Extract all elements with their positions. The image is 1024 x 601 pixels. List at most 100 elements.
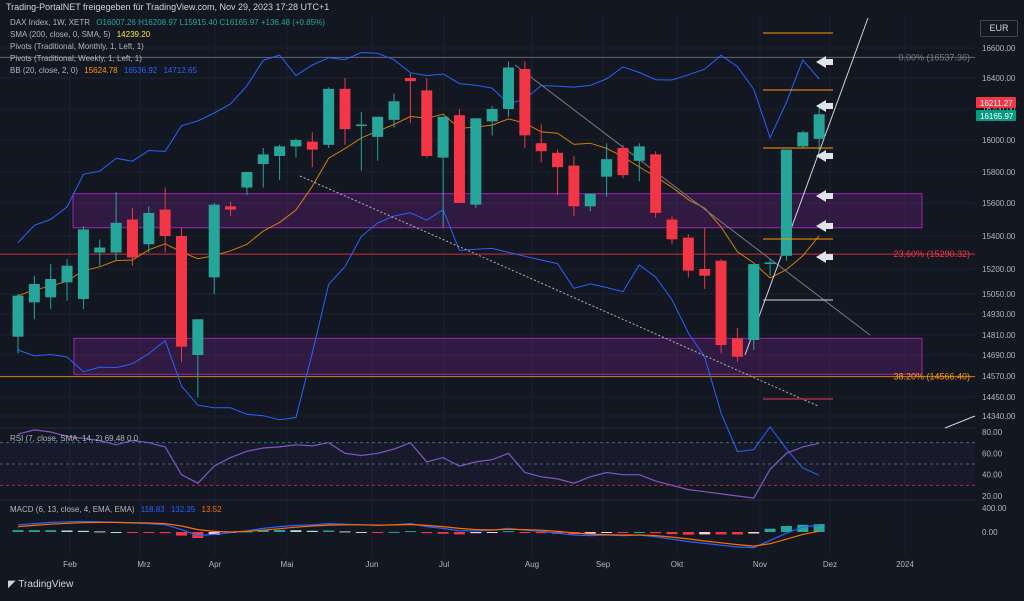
arrow-left-icon [816,190,833,202]
candle-body [94,247,106,253]
candle-body [126,219,138,258]
time-axis-label: Apr [209,560,222,569]
rsi-tick-label: 60.00 [982,449,1003,458]
time-axis-label: 2024 [896,560,914,569]
macd-histogram-bar [486,532,498,533]
candle-body [110,222,122,253]
rsi-tick-label: 80.00 [982,428,1003,437]
legend-macd-value: 118.83 [140,505,165,514]
candle-body [388,101,400,120]
price-tick-label: 14690.00 [982,351,1016,360]
candle-body [601,159,613,177]
macd-histogram-bar [453,532,465,535]
candle-body [453,115,465,203]
candle-body [584,193,596,207]
macd-histogram-bar [519,532,531,533]
candle-body [503,67,514,109]
candle-body [355,124,367,127]
macd-tick-label: 400.00 [982,504,1007,513]
tradingview-logo[interactable]: ◤ TradingView [8,579,73,590]
legend-pivot-weekly[interactable]: Pivots (Traditional, Weekly, 1, Left, 1) [10,54,142,63]
arrow-left-icon [816,251,833,263]
macd-histogram-bar [176,532,187,536]
tradingview-logo-icon: ◤ [8,579,16,590]
candle-body [535,143,547,152]
price-tick-label: 15200.00 [982,265,1016,274]
candle-body [306,141,318,150]
macd-histogram-bar [372,532,384,533]
price-tick-label: 14450.00 [982,393,1016,402]
macd-histogram-bar [584,532,596,534]
legend-pivot-monthly[interactable]: Pivots (Traditional, Monthly, 1, Left, 1… [10,42,144,51]
rsi-pane: 80.00 60.00 40.00 20.00 [0,428,1003,501]
candle-body [748,264,760,340]
candle-body [176,236,187,347]
candle-body [437,116,449,158]
zone-rect [72,193,923,229]
macd-histogram-bar [355,532,367,533]
candle-body [323,88,335,145]
macd-histogram-bar [61,530,73,532]
macd-histogram-bar [715,532,727,535]
macd-histogram-bar [503,531,514,533]
time-axis-label: Dez [823,560,837,569]
macd-histogram-bar [404,531,416,533]
candle-body [208,204,220,278]
candle-body [568,165,580,207]
candle-body [731,338,743,357]
zone-rect [73,337,923,375]
macd-histogram-bar [28,530,40,532]
macd-histogram-bar [748,532,760,534]
legend-macd-row[interactable]: MACD (6, 13, close, 4, EMA, EMA) 118.83 … [10,505,222,514]
annotation-arrows [816,56,833,263]
price-tick-label: 15800.00 [982,168,1016,177]
legend-rsi[interactable]: RSI (7, close, SMA, 14, 2) 69.48 0 0 [10,434,139,443]
legend-macd-hist: 132.35 [170,505,196,514]
candle-body [666,219,678,240]
currency-button[interactable]: EUR [980,20,1018,37]
candle-body [715,260,727,345]
time-axis: Feb Mrz Apr Mai Jun Jul Aug Sep Okt Nov Dez 2024 [63,560,914,569]
legend-symbol[interactable]: DAX Index, 1W, XETR [10,18,91,27]
macd-histogram-bar [731,532,743,535]
trendline-dotted [299,175,819,407]
candle-body [486,109,498,122]
macd-histogram-bar [421,532,433,534]
candle-body [617,148,629,176]
legend-bb-row[interactable]: BB (20, close, 2, 0) 15624.78 16536.92 1… [10,66,197,75]
candle-body [241,172,253,188]
legend-symbol-row: DAX Index, 1W, XETR O16007.26 H16208.97 … [10,18,325,27]
macd-histogram-bar [764,528,776,532]
price-tick-label: 15050.00 [982,290,1016,299]
grid [0,15,975,555]
candle-body [192,319,204,355]
macd-histogram-bar [323,530,335,532]
candle-body [28,284,40,303]
price-tick-label: 14810.00 [982,331,1016,340]
legend-ohlc: O16007.26 H16208.97 L15915.40 C16165.97 … [96,18,325,27]
legend-sma-value: 14239.20 [116,30,151,39]
macd-histogram-bar [437,532,449,534]
macd-signal-line [17,521,820,547]
candle-body [143,212,155,245]
legend-sma-row[interactable]: SMA (200, close, 0, SMA, 5) 14239.20 [10,30,150,39]
candle-body [45,279,57,298]
macd-histogram-bar [290,530,302,532]
bb-lower-line [17,208,820,476]
arrow-left-icon [816,100,833,112]
macd-histogram-bar [682,532,694,535]
candle-body [404,78,416,82]
macd-histogram-bar [633,532,645,533]
trendlines [299,17,976,429]
candle-body [699,269,711,276]
macd-histogram-bar [110,532,122,533]
candle-body [780,149,792,256]
macd-histogram-bar [388,531,400,533]
macd-histogram-bar [208,532,220,535]
candle-body [682,237,694,271]
macd-histogram-bar [159,532,171,534]
candle-body [77,229,89,299]
time-axis-label: Aug [525,560,539,569]
